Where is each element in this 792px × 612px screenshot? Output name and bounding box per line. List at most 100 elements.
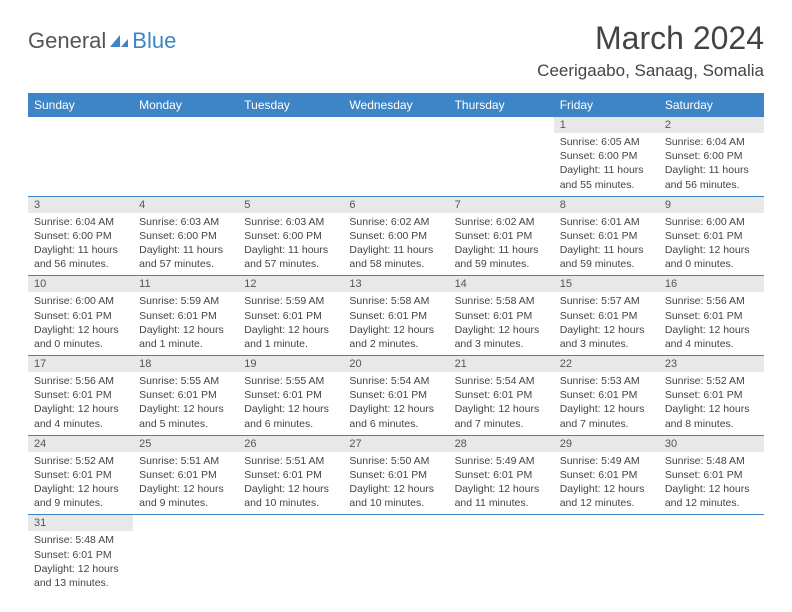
- day-detail-line: Sunrise: 5:48 AM: [665, 454, 758, 468]
- day-details: Sunrise: 5:52 AMSunset: 6:01 PMDaylight:…: [659, 372, 764, 435]
- day-detail-line: Daylight: 11 hours: [34, 243, 127, 257]
- day-number: 16: [659, 276, 764, 292]
- day-details: Sunrise: 6:04 AMSunset: 6:00 PMDaylight:…: [28, 213, 133, 276]
- calendar-cell: 2Sunrise: 6:04 AMSunset: 6:00 PMDaylight…: [659, 117, 764, 196]
- day-detail-line: Sunset: 6:01 PM: [665, 229, 758, 243]
- day-details: Sunrise: 5:48 AMSunset: 6:01 PMDaylight:…: [659, 452, 764, 515]
- day-detail-line: and 59 minutes.: [560, 257, 653, 271]
- day-number: 31: [28, 515, 133, 531]
- day-detail-line: Sunrise: 6:00 AM: [34, 294, 127, 308]
- day-number: 23: [659, 356, 764, 372]
- day-detail-line: and 57 minutes.: [139, 257, 232, 271]
- day-detail-line: Sunrise: 5:57 AM: [560, 294, 653, 308]
- calendar-cell: 6Sunrise: 6:02 AMSunset: 6:00 PMDaylight…: [343, 196, 448, 276]
- day-number: 4: [133, 197, 238, 213]
- day-detail-line: and 1 minute.: [139, 337, 232, 351]
- day-detail-line: Sunset: 6:00 PM: [560, 149, 653, 163]
- day-header-row: Sunday Monday Tuesday Wednesday Thursday…: [28, 93, 764, 117]
- day-detail-line: Daylight: 12 hours: [665, 323, 758, 337]
- day-detail-line: and 1 minute.: [244, 337, 337, 351]
- day-detail-line: Sunrise: 6:00 AM: [665, 215, 758, 229]
- calendar-table: Sunday Monday Tuesday Wednesday Thursday…: [28, 93, 764, 594]
- calendar-body: 1Sunrise: 6:05 AMSunset: 6:00 PMDaylight…: [28, 117, 764, 594]
- day-detail-line: Daylight: 12 hours: [665, 482, 758, 496]
- day-number: 3: [28, 197, 133, 213]
- calendar-cell: 1Sunrise: 6:05 AMSunset: 6:00 PMDaylight…: [554, 117, 659, 196]
- day-detail-line: and 12 minutes.: [665, 496, 758, 510]
- title-block: March 2024 Ceerigaabo, Sanaag, Somalia: [537, 20, 764, 81]
- day-number: 22: [554, 356, 659, 372]
- day-number: 15: [554, 276, 659, 292]
- day-number: 7: [449, 197, 554, 213]
- day-detail-line: Sunrise: 5:56 AM: [665, 294, 758, 308]
- calendar-cell: 11Sunrise: 5:59 AMSunset: 6:01 PMDayligh…: [133, 276, 238, 356]
- day-detail-line: Sunrise: 5:52 AM: [34, 454, 127, 468]
- day-details: Sunrise: 6:00 AMSunset: 6:01 PMDaylight:…: [659, 213, 764, 276]
- day-detail-line: and 9 minutes.: [34, 496, 127, 510]
- day-detail-line: and 3 minutes.: [560, 337, 653, 351]
- calendar-cell: 7Sunrise: 6:02 AMSunset: 6:01 PMDaylight…: [449, 196, 554, 276]
- day-number: 14: [449, 276, 554, 292]
- day-number: 11: [133, 276, 238, 292]
- day-detail-line: Sunset: 6:01 PM: [34, 468, 127, 482]
- day-detail-line: and 6 minutes.: [349, 417, 442, 431]
- day-detail-line: and 5 minutes.: [139, 417, 232, 431]
- calendar-cell: 3Sunrise: 6:04 AMSunset: 6:00 PMDaylight…: [28, 196, 133, 276]
- day-detail-line: Daylight: 12 hours: [560, 323, 653, 337]
- calendar-cell: 8Sunrise: 6:01 AMSunset: 6:01 PMDaylight…: [554, 196, 659, 276]
- calendar-cell: 16Sunrise: 5:56 AMSunset: 6:01 PMDayligh…: [659, 276, 764, 356]
- day-detail-line: and 11 minutes.: [455, 496, 548, 510]
- day-detail-line: and 0 minutes.: [665, 257, 758, 271]
- day-detail-line: Sunrise: 5:56 AM: [34, 374, 127, 388]
- day-details: Sunrise: 5:53 AMSunset: 6:01 PMDaylight:…: [554, 372, 659, 435]
- day-detail-line: Daylight: 12 hours: [139, 323, 232, 337]
- day-detail-line: Sunset: 6:01 PM: [665, 468, 758, 482]
- day-details: Sunrise: 5:54 AMSunset: 6:01 PMDaylight:…: [343, 372, 448, 435]
- day-detail-line: Sunset: 6:01 PM: [244, 388, 337, 402]
- day-detail-line: Sunset: 6:01 PM: [139, 388, 232, 402]
- day-number: 28: [449, 436, 554, 452]
- calendar-cell: 24Sunrise: 5:52 AMSunset: 6:01 PMDayligh…: [28, 435, 133, 515]
- calendar-cell: 28Sunrise: 5:49 AMSunset: 6:01 PMDayligh…: [449, 435, 554, 515]
- day-detail-line: and 0 minutes.: [34, 337, 127, 351]
- day-details: Sunrise: 5:56 AMSunset: 6:01 PMDaylight:…: [28, 372, 133, 435]
- day-detail-line: Sunrise: 5:54 AM: [349, 374, 442, 388]
- day-detail-line: Daylight: 12 hours: [139, 482, 232, 496]
- day-detail-line: Sunset: 6:01 PM: [560, 468, 653, 482]
- day-detail-line: Daylight: 12 hours: [244, 323, 337, 337]
- logo: General Blue: [28, 28, 176, 54]
- day-detail-line: Sunset: 6:01 PM: [455, 388, 548, 402]
- day-detail-line: and 10 minutes.: [349, 496, 442, 510]
- day-detail-line: Sunset: 6:00 PM: [665, 149, 758, 163]
- day-detail-line: Sunset: 6:00 PM: [139, 229, 232, 243]
- calendar-row: 1Sunrise: 6:05 AMSunset: 6:00 PMDaylight…: [28, 117, 764, 196]
- day-detail-line: and 6 minutes.: [244, 417, 337, 431]
- day-number: 1: [554, 117, 659, 133]
- day-number: 30: [659, 436, 764, 452]
- day-number: 8: [554, 197, 659, 213]
- day-detail-line: Daylight: 11 hours: [455, 243, 548, 257]
- day-detail-line: and 3 minutes.: [455, 337, 548, 351]
- day-number: 21: [449, 356, 554, 372]
- day-details: Sunrise: 6:01 AMSunset: 6:01 PMDaylight:…: [554, 213, 659, 276]
- day-detail-line: Sunset: 6:01 PM: [455, 229, 548, 243]
- day-header-thursday: Thursday: [449, 93, 554, 117]
- day-detail-line: Daylight: 12 hours: [560, 482, 653, 496]
- day-detail-line: Daylight: 11 hours: [665, 163, 758, 177]
- location: Ceerigaabo, Sanaag, Somalia: [537, 61, 764, 81]
- day-detail-line: Daylight: 11 hours: [349, 243, 442, 257]
- day-detail-line: Sunset: 6:01 PM: [560, 229, 653, 243]
- day-number: 24: [28, 436, 133, 452]
- calendar-cell: 23Sunrise: 5:52 AMSunset: 6:01 PMDayligh…: [659, 356, 764, 436]
- day-detail-line: Sunrise: 6:04 AM: [34, 215, 127, 229]
- day-details: Sunrise: 5:51 AMSunset: 6:01 PMDaylight:…: [133, 452, 238, 515]
- day-details: Sunrise: 6:00 AMSunset: 6:01 PMDaylight:…: [28, 292, 133, 355]
- calendar-cell: 15Sunrise: 5:57 AMSunset: 6:01 PMDayligh…: [554, 276, 659, 356]
- day-detail-line: Sunrise: 6:01 AM: [560, 215, 653, 229]
- day-detail-line: and 59 minutes.: [455, 257, 548, 271]
- calendar-cell: 26Sunrise: 5:51 AMSunset: 6:01 PMDayligh…: [238, 435, 343, 515]
- calendar-row: 3Sunrise: 6:04 AMSunset: 6:00 PMDaylight…: [28, 196, 764, 276]
- calendar-cell: 29Sunrise: 5:49 AMSunset: 6:01 PMDayligh…: [554, 435, 659, 515]
- day-detail-line: Sunset: 6:01 PM: [349, 468, 442, 482]
- day-details: Sunrise: 5:58 AMSunset: 6:01 PMDaylight:…: [343, 292, 448, 355]
